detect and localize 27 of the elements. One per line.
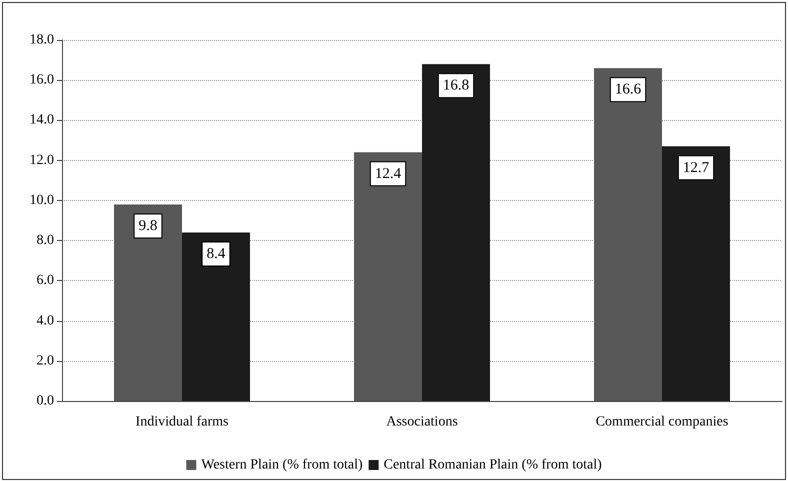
bar xyxy=(594,68,662,401)
data-label: 12.4 xyxy=(374,166,402,182)
y-tick-label: 6.0 xyxy=(36,273,54,288)
bar xyxy=(114,204,182,401)
x-tick-label: Individual farms xyxy=(136,414,228,430)
y-tick-label: 2.0 xyxy=(36,353,54,368)
x-tick-label: Commercial companies xyxy=(596,414,728,430)
legend-label: Central Romanian Plain (% from total) xyxy=(384,458,602,472)
y-tick-label: 18.0 xyxy=(30,32,54,48)
legend-label: Western Plain (% from total) xyxy=(201,458,363,472)
data-label: 16.6 xyxy=(614,82,642,98)
x-tick-label: Associations xyxy=(386,414,458,430)
y-tick-label: 4.0 xyxy=(36,313,54,328)
y-tick-label: 0.0 xyxy=(36,394,54,408)
bar xyxy=(354,152,422,401)
bar xyxy=(662,146,730,401)
y-tick-label: 10.0 xyxy=(30,192,54,208)
data-label: 12.7 xyxy=(682,160,710,176)
data-label: 9.8 xyxy=(138,218,158,234)
bar xyxy=(182,232,250,401)
data-label: 16.8 xyxy=(442,78,470,94)
y-tick-label: 14.0 xyxy=(30,112,54,128)
bar xyxy=(422,64,490,401)
y-tick-label: 8.0 xyxy=(36,233,54,248)
data-label: 8.4 xyxy=(206,246,226,262)
y-tick-label: 12.0 xyxy=(30,152,54,168)
y-tick-label: 16.0 xyxy=(30,72,54,88)
